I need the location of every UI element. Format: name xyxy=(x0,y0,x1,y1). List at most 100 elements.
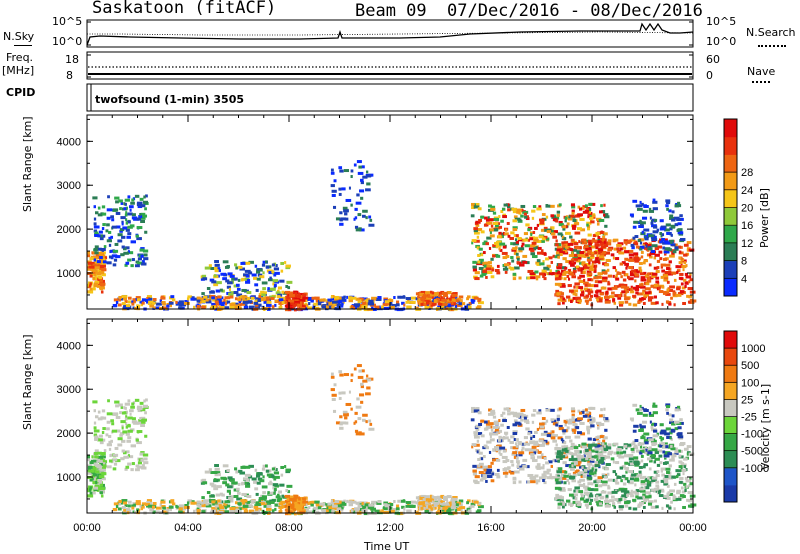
power-echo-cell xyxy=(284,261,287,265)
power-echo-cell xyxy=(659,284,664,288)
velocity-echo-cell xyxy=(279,483,285,487)
velocity-echo-cell xyxy=(507,438,511,442)
velocity-echo-cell xyxy=(224,510,230,514)
power-echo-cell xyxy=(246,291,252,295)
velocity-echo-cell xyxy=(141,502,147,506)
velocity-echo-cell xyxy=(121,506,126,510)
velocity-echo-cell xyxy=(108,459,113,463)
velocity-echo-cell xyxy=(468,509,472,513)
power-echo-cell xyxy=(676,269,681,273)
velocity-echo-cell xyxy=(657,449,663,453)
power-echo-cell xyxy=(539,221,545,225)
power-echo-cell xyxy=(101,248,105,252)
power-echo-cell xyxy=(119,229,123,233)
power-echo-cell xyxy=(581,290,584,294)
power-echo-cell xyxy=(527,228,531,232)
power-echo-cell xyxy=(256,277,261,281)
velocity-echo-cell xyxy=(474,435,480,439)
velocity-echo-cell xyxy=(549,473,552,477)
power-echo-cell xyxy=(581,254,586,258)
velocity-echo-cell xyxy=(663,478,669,482)
velocity-echo-cell xyxy=(580,410,585,414)
velocity-echo-cell xyxy=(238,469,243,473)
power-echo-cell xyxy=(97,269,102,273)
power-echo-cell xyxy=(254,300,258,304)
velocity-echo-cell xyxy=(201,478,207,482)
power-echo-cell xyxy=(108,230,112,234)
power-echo-cell xyxy=(613,238,619,242)
power-echo-cell xyxy=(441,298,447,302)
velocity-echo-cell xyxy=(664,456,667,460)
power-echo-cell xyxy=(93,282,99,286)
power-echo-cell xyxy=(125,211,128,215)
power-echo-cell xyxy=(623,239,629,243)
velocity-echo-cell xyxy=(143,461,149,465)
velocity-echo-cell xyxy=(670,429,676,433)
power-echo-cell xyxy=(258,293,264,297)
velocity-echo-cell xyxy=(670,447,676,451)
velocity-echo-cell xyxy=(234,481,238,485)
velocity-echo-cell xyxy=(112,508,118,512)
y-tick-label: 3000 xyxy=(57,180,81,192)
velocity-echo-cell xyxy=(496,475,501,479)
power-echo-cell xyxy=(541,239,545,243)
power-echo-cell xyxy=(551,215,557,219)
velocity-echo-cell xyxy=(503,407,508,411)
velocity-echo-cell xyxy=(330,499,334,503)
velocity-echo-cell xyxy=(207,502,212,506)
power-echo-cell xyxy=(607,239,612,243)
velocity-echo-cell xyxy=(121,424,124,428)
velocity-echo-cell xyxy=(591,418,596,422)
velocity-echo-cell xyxy=(639,427,644,431)
velocity-echo-cell xyxy=(499,452,503,456)
velocity-echo-cell xyxy=(631,473,636,477)
velocity-echo-cell xyxy=(586,425,592,429)
velocity-echo-cell xyxy=(369,422,373,426)
power-echo-cell xyxy=(628,277,634,281)
power-echo-cell xyxy=(601,238,604,242)
power-echo-cell xyxy=(234,297,238,301)
y-tick-label: 4000 xyxy=(57,136,81,148)
velocity-echo-cell xyxy=(125,415,128,419)
power-echo-cell xyxy=(685,275,692,279)
velocity-echo-cell xyxy=(584,487,590,491)
power-echo-cell xyxy=(289,293,295,297)
velocity-echo-cell xyxy=(634,473,638,477)
power-echo-cell xyxy=(535,277,539,281)
velocity-echo-cell xyxy=(604,455,611,459)
power-echo-cell xyxy=(572,269,577,273)
velocity-echo-cell xyxy=(363,512,370,516)
power-echo-cell xyxy=(666,267,670,271)
power-echo-cell xyxy=(269,276,272,280)
power-echo-cell xyxy=(560,234,564,238)
velocity-echo-cell xyxy=(441,508,445,512)
power-echo-cell xyxy=(130,264,134,268)
power-echo-cell xyxy=(609,295,615,299)
velocity-echo-cell xyxy=(667,452,672,456)
velocity-echo-cell xyxy=(424,498,430,502)
power-echo-cell xyxy=(658,250,663,254)
power-echo-cell xyxy=(616,294,622,298)
power-echo-cell xyxy=(672,250,677,254)
velocity-echo-cell xyxy=(303,508,309,512)
power-echo-cell xyxy=(241,295,248,299)
power-echo-cell xyxy=(184,299,189,303)
velocity-echo-cell xyxy=(686,445,692,449)
velocity-echo-cell xyxy=(405,504,411,508)
power-echo-cell xyxy=(511,207,518,211)
velocity-echo-cell xyxy=(498,451,501,455)
power-echo-cell xyxy=(668,288,674,292)
power-echo-cell xyxy=(628,266,634,270)
power-echo-cell xyxy=(145,298,150,302)
velocity-echo-cell xyxy=(435,501,440,505)
velocity-echo-cell xyxy=(541,441,546,445)
velocity-echo-cell xyxy=(451,502,456,506)
power-echo-cell xyxy=(523,212,527,216)
velocity-echo-cell xyxy=(640,489,646,493)
power-echo-cell xyxy=(311,306,315,310)
velocity-echo-cell xyxy=(659,461,663,465)
power-echo-cell xyxy=(335,217,341,221)
power-echo-cell xyxy=(473,227,479,231)
power-echo-cell xyxy=(365,216,368,220)
